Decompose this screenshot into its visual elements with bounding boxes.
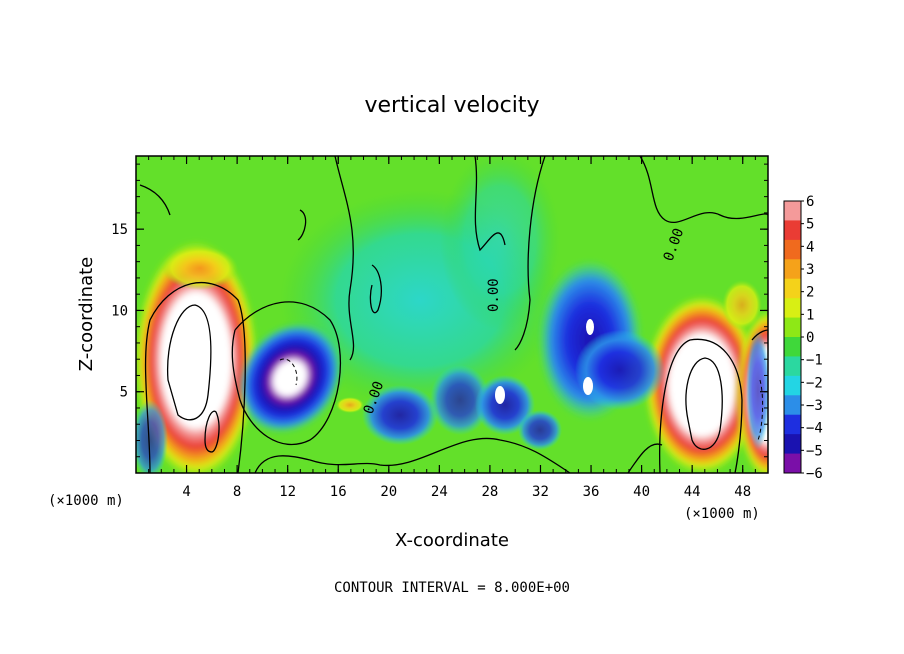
x-unit-label-left: (×1000 m): [48, 493, 124, 509]
colorbar-swatch: [784, 239, 801, 260]
colorbar-tick-label: 0: [806, 330, 814, 346]
x-tick-label: 32: [532, 484, 549, 500]
colorbar-swatch: [784, 259, 801, 280]
colorbar-swatch: [784, 434, 801, 455]
y-tick-label: 10: [111, 303, 128, 319]
colorbar-tick-label: −1: [806, 353, 823, 369]
y-tick-label: 15: [111, 222, 128, 238]
colorbar-tick-label: −6: [806, 466, 823, 482]
colorbar-swatch: [784, 278, 801, 299]
colorbar-tick-label: 5: [806, 217, 814, 233]
x-tick-label: 40: [633, 484, 650, 500]
x-tick-label: 20: [380, 484, 397, 500]
colorbar-tick-label: 4: [806, 239, 814, 255]
colorbar-swatch: [784, 414, 801, 435]
y-axis-label: Z-coordinate: [76, 257, 97, 372]
colorbar-swatch: [784, 356, 801, 377]
contour-interval-note: CONTOUR INTERVAL = 8.000E+00: [334, 580, 570, 596]
colorbar-swatch: [784, 317, 801, 338]
colorbar-tick-label: 1: [806, 307, 814, 323]
contour-label: 0.00: [486, 278, 502, 312]
x-tick-label: 48: [734, 484, 751, 500]
colorbar-swatch: [784, 220, 801, 241]
colorbar-swatch: [784, 375, 801, 396]
x-tick-label: 28: [481, 484, 498, 500]
colorbar-swatch: [784, 298, 801, 319]
x-tick-label: 44: [684, 484, 701, 500]
colorbar-tick-label: −3: [806, 398, 823, 414]
colorbar-swatch: [784, 201, 801, 221]
chart-title: vertical velocity: [364, 93, 539, 118]
y-tick-label: 5: [120, 385, 128, 401]
colorbar-tick-label: −5: [806, 443, 823, 459]
colorbar-tick-label: 3: [806, 262, 814, 278]
x-tick-label: 24: [431, 484, 448, 500]
x-tick-label: 36: [583, 484, 600, 500]
x-tick-label: 16: [330, 484, 347, 500]
x-tick-label: 4: [182, 484, 190, 500]
x-axis: 4 8 12 16 20 24 28 32 36 40 44 48: [148, 156, 756, 500]
x-tick-label: 8: [233, 484, 241, 500]
colorbar-tick-label: 2: [806, 285, 814, 301]
colorbar-tick-label: 6: [806, 194, 814, 210]
colorbar-swatch: [784, 453, 801, 474]
colorbar-swatch: [784, 337, 801, 357]
colorbar-tick-label: −4: [806, 421, 823, 437]
heatmap-field: 0.00 0.00 0.00: [136, 156, 768, 473]
x-axis-label: X-coordinate: [395, 530, 509, 551]
colorbar-tick-label: −2: [806, 375, 823, 391]
x-unit-label-right: (×1000 m): [684, 506, 760, 522]
colorbar: 6 5 4 3 2 1 0 −1 −2 −3 −4 −5 −6: [783, 194, 823, 482]
y-axis: 5 10 15: [111, 163, 768, 458]
x-tick-label: 12: [279, 484, 296, 500]
colorbar-swatch: [784, 395, 801, 416]
